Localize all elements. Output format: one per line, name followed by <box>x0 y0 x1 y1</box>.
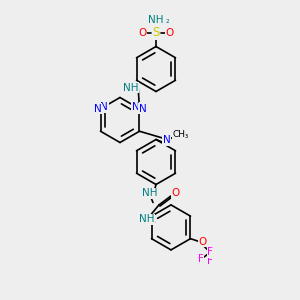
Text: NH: NH <box>142 188 158 199</box>
Text: O: O <box>198 237 207 247</box>
Text: ₂: ₂ <box>166 16 169 25</box>
Text: NH: NH <box>123 83 138 93</box>
Text: N: N <box>100 102 108 112</box>
Text: O: O <box>138 28 147 38</box>
Text: O: O <box>165 28 174 38</box>
Text: O: O <box>171 188 180 199</box>
Text: NH: NH <box>148 15 164 25</box>
Text: N: N <box>163 135 170 145</box>
Text: N: N <box>139 104 146 114</box>
Text: CH: CH <box>172 130 186 139</box>
Text: F: F <box>198 254 204 264</box>
Text: N: N <box>132 102 140 112</box>
Text: NH: NH <box>139 214 154 224</box>
Text: F: F <box>207 247 213 257</box>
Text: F: F <box>207 256 213 266</box>
Text: N: N <box>94 104 101 114</box>
Text: ₃: ₃ <box>185 131 188 140</box>
Text: S: S <box>152 26 160 40</box>
